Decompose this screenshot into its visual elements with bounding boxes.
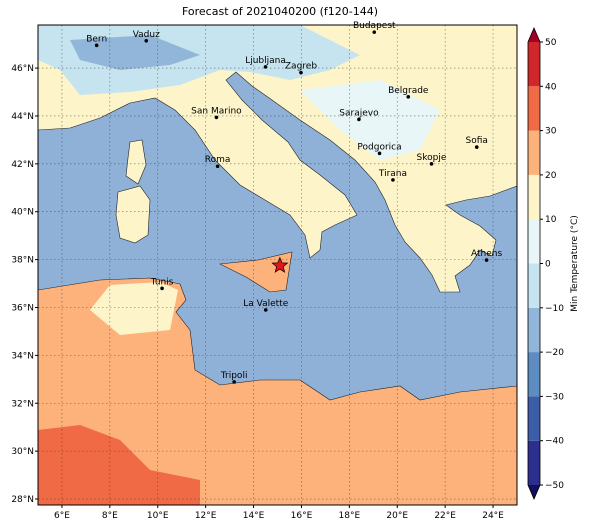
city-label: Skopje (417, 153, 447, 163)
city-dot (406, 95, 411, 99)
y-tick-label: 30°N (11, 447, 34, 457)
city-label: Tirana (378, 169, 407, 179)
city-dot (484, 258, 489, 262)
city-label: La Valette (243, 299, 288, 309)
y-tick-label: 46°N (11, 64, 34, 74)
city-label: Zagreb (285, 62, 317, 72)
colorbar-band (528, 130, 540, 175)
city-label: Sofia (466, 136, 488, 146)
x-tick-label: 20°E (386, 511, 408, 521)
city-label: San Marino (191, 106, 242, 116)
colorbar-tick-label: 50 (545, 38, 557, 48)
city-label: Podgorica (357, 142, 401, 152)
y-tick-label: 34°N (11, 351, 34, 361)
alps-colder (70, 35, 200, 70)
sardinia (115, 185, 151, 244)
city-dot (357, 117, 361, 122)
city-dot (144, 39, 149, 43)
x-tick-label: 18°E (339, 511, 361, 521)
colorbar-tick-label: 0 (545, 260, 551, 270)
x-tick-label: 10°E (147, 511, 169, 521)
colorbar-tick-label: 30 (545, 127, 557, 137)
colorbar-tick-label: −10 (545, 304, 564, 314)
city-dot (299, 70, 303, 75)
city-dot (214, 115, 219, 120)
colorbar-band (528, 440, 540, 485)
city-dot (429, 162, 434, 166)
sicily (218, 251, 293, 293)
colorbar-band (528, 174, 540, 220)
tunisia-mild (90, 282, 178, 335)
city-dot (263, 308, 268, 312)
colorbar-over (528, 28, 540, 42)
colorbar-band (528, 396, 540, 441)
balkans-cool (300, 80, 440, 160)
y-tick-label: 44°N (11, 112, 34, 122)
city-dot (94, 43, 99, 48)
y-tick-label: 40°N (11, 208, 34, 218)
y-tick-label: 28°N (11, 495, 34, 505)
city-dot (372, 30, 377, 34)
colorbar-band (528, 263, 540, 308)
city-label: Roma (205, 155, 231, 165)
colorbar-tick-label: 40 (545, 82, 557, 92)
colorbar-tick-label: −30 (545, 392, 564, 402)
colorbar-band (528, 352, 540, 397)
colorbar-tick-label: −40 (545, 437, 564, 447)
city-label: Bern (86, 34, 107, 44)
x-tick-label: 22°E (434, 511, 456, 521)
x-tick-label: 12°E (195, 511, 217, 521)
city-dot (391, 178, 395, 182)
colorbar-band (528, 307, 540, 353)
city-dot (215, 164, 220, 169)
colorbar-tick-label: 20 (545, 171, 557, 181)
city-dot (232, 380, 236, 384)
y-tick-label: 36°N (11, 303, 34, 313)
colorbar-label: Min Temperature (°C) (570, 215, 580, 312)
x-tick-label: 16°E (291, 511, 313, 521)
corsica (125, 139, 147, 185)
map (38, 25, 517, 505)
colorbar-under (528, 485, 540, 499)
city-label: Belgrade (388, 86, 429, 96)
africa-land (38, 277, 517, 505)
city-label: Vaduz (133, 30, 160, 40)
map-frame (37, 24, 518, 506)
x-tick-label: 14°E (243, 511, 265, 521)
y-tick-label: 38°N (11, 256, 34, 266)
colorbar-tick-label: −20 (545, 348, 564, 358)
city-label: Tripoli (220, 371, 248, 381)
city-dot (377, 151, 382, 156)
y-tick-label: 42°N (11, 160, 34, 170)
event-star (271, 256, 289, 273)
city-label: Ljubljana (245, 56, 286, 66)
city-dot (263, 65, 268, 69)
colorbar-band (528, 86, 540, 131)
city-label: Athens (471, 249, 502, 259)
city-dot (474, 145, 479, 149)
colorbar-band (528, 219, 540, 264)
x-tick-label: 8°E (102, 511, 118, 521)
city-label: Budapest (353, 21, 396, 31)
africa-warm (38, 425, 200, 505)
x-tick-label: 6°E (54, 511, 70, 521)
title: Forecast of 2021040200 (f120-144) (182, 5, 378, 18)
y-tick-label: 32°N (11, 399, 34, 409)
colorbar-tick-label: −50 (545, 481, 564, 491)
city-label: Sarajevo (339, 108, 379, 118)
city-dot (160, 286, 164, 291)
colorbar-tick-label: 10 (545, 215, 557, 225)
colorbar-band (528, 42, 540, 87)
x-tick-label: 24°E (482, 511, 504, 521)
city-label: Tunis (150, 277, 174, 287)
